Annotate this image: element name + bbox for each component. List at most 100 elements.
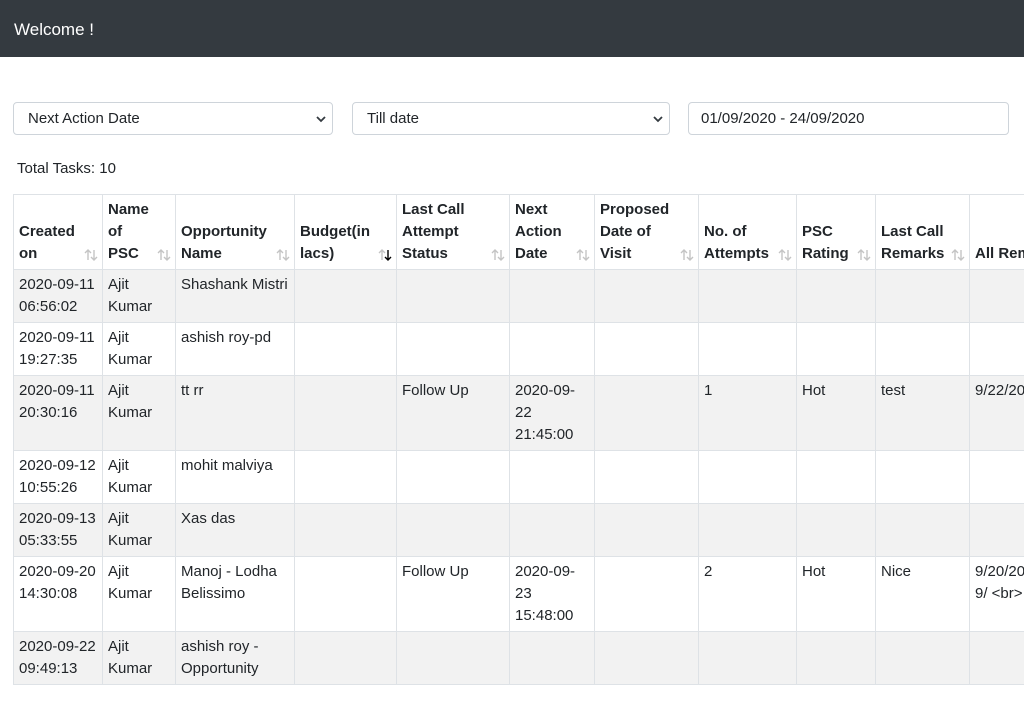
column-header[interactable]: Opportunity Name xyxy=(175,194,295,270)
tasks-table: Created on Name of PSC Opportunity Name Bud… xyxy=(13,194,1024,685)
column-header[interactable]: Next Action Date xyxy=(509,194,595,270)
cell: Follow Up xyxy=(396,556,510,632)
cell xyxy=(969,450,1024,504)
cell: 2020-09-11 20:30:16 xyxy=(13,375,103,451)
cell: Hot xyxy=(796,556,876,632)
cell: ashish roy-pd xyxy=(175,322,295,376)
column-title: All Rem xyxy=(975,245,1024,262)
task-row[interactable]: 2020-09-13 05:33:55 Ajit Kumar Xas das xyxy=(13,503,1024,557)
cell xyxy=(875,450,970,504)
column-title: Proposed Date of Visit xyxy=(600,201,670,262)
cell: 9/20/20 <br> 9/ <br> xyxy=(969,556,1024,632)
cell: 2020-09-23 15:48:00 xyxy=(509,556,595,632)
column-header[interactable]: Proposed Date of Visit xyxy=(594,194,699,270)
column-header[interactable]: PSC Rating xyxy=(796,194,876,270)
cell: 2020-09-13 05:33:55 xyxy=(13,503,103,557)
select-value: Next Action Date xyxy=(28,110,140,127)
column-title: Created on xyxy=(19,223,75,262)
cell xyxy=(594,503,699,557)
cell: Manoj - Lodha Belissimo xyxy=(175,556,295,632)
cell xyxy=(796,631,876,685)
cell: Ajit Kumar xyxy=(102,269,176,323)
task-row[interactable]: 2020-09-22 09:49:13 Ajit Kumar ashish roy … xyxy=(13,631,1024,685)
date-field-select[interactable]: Next Action Date xyxy=(13,102,333,135)
cell: Ajit Kumar xyxy=(102,322,176,376)
column-header[interactable]: Last Call Attempt Status xyxy=(396,194,510,270)
column-title: Last Call Remarks xyxy=(881,223,945,262)
cell xyxy=(396,322,510,376)
cell xyxy=(796,322,876,376)
cell: ashish roy - Opportunity xyxy=(175,631,295,685)
cell: 2020-09-11 06:56:02 xyxy=(13,269,103,323)
cell xyxy=(594,556,699,632)
cell xyxy=(796,450,876,504)
cell xyxy=(594,450,699,504)
cell xyxy=(875,631,970,685)
cell xyxy=(294,450,397,504)
cell xyxy=(698,450,797,504)
sort-icon[interactable] xyxy=(378,249,392,261)
column-header[interactable]: All Rem xyxy=(969,194,1024,270)
top-bar: Welcome ! xyxy=(0,0,1024,57)
chevron xyxy=(316,116,326,123)
cell xyxy=(969,503,1024,557)
cell xyxy=(294,503,397,557)
column-header[interactable]: Last Call Remarks xyxy=(875,194,970,270)
chevron xyxy=(653,116,663,123)
sort-icon[interactable] xyxy=(778,249,792,261)
cell: Ajit Kumar xyxy=(102,450,176,504)
column-title: Budget(in lacs) xyxy=(300,223,370,262)
cell xyxy=(396,450,510,504)
total-tasks: Total Tasks: 10 xyxy=(17,160,116,177)
cell xyxy=(509,503,595,557)
cell: Ajit Kumar xyxy=(102,631,176,685)
sort-icon[interactable] xyxy=(491,249,505,261)
column-title: Opportunity Name xyxy=(181,223,267,262)
date-range-input[interactable]: 01/09/2020 - 24/09/2020 xyxy=(688,102,1009,135)
column-header[interactable]: Budget(in lacs) xyxy=(294,194,397,270)
cell xyxy=(698,503,797,557)
cell xyxy=(594,322,699,376)
cell: Hot xyxy=(796,375,876,451)
input-value: 01/09/2020 - 24/09/2020 xyxy=(701,110,865,127)
task-row[interactable]: 2020-09-11 06:56:02 Ajit Kumar Shashank Mi… xyxy=(13,269,1024,323)
cell xyxy=(294,269,397,323)
cell xyxy=(509,450,595,504)
cell xyxy=(396,503,510,557)
column-header[interactable]: Name of PSC xyxy=(102,194,176,270)
cell: 2020-09-22 21:45:00 xyxy=(509,375,595,451)
cell xyxy=(875,269,970,323)
sort-icon[interactable] xyxy=(951,249,965,261)
table-body: 2020-09-11 06:56:02 Ajit Kumar Shashank Mi… xyxy=(13,269,1024,685)
header-row: Created on Name of PSC Opportunity Name Bud… xyxy=(13,194,1024,270)
sort-icon[interactable] xyxy=(680,249,694,261)
task-row[interactable]: 2020-09-11 19:27:35 Ajit Kumar ashish roy-… xyxy=(13,322,1024,376)
cell xyxy=(594,269,699,323)
cell: 2020-09-22 09:49:13 xyxy=(13,631,103,685)
cell: Shashank Mistri xyxy=(175,269,295,323)
sort-icon[interactable] xyxy=(84,249,98,261)
task-row[interactable]: 2020-09-20 14:30:08 Ajit Kumar Manoj - Lod… xyxy=(13,556,1024,632)
cell xyxy=(875,503,970,557)
sort-icon[interactable] xyxy=(157,249,171,261)
column-header[interactable]: Created on xyxy=(13,194,103,270)
sort-icon[interactable] xyxy=(857,249,871,261)
column-header[interactable]: No. of Attempts xyxy=(698,194,797,270)
cell xyxy=(509,322,595,376)
cell xyxy=(969,322,1024,376)
sort-icon[interactable] xyxy=(276,249,290,261)
column-title: Last Call Attempt Status xyxy=(402,201,465,262)
cell xyxy=(796,269,876,323)
period-select[interactable]: Till date xyxy=(352,102,670,135)
cell: test xyxy=(875,375,970,451)
cell xyxy=(396,269,510,323)
column-title: PSC Rating xyxy=(802,223,849,262)
task-row[interactable]: 2020-09-11 20:30:16 Ajit Kumar tt rr Follow… xyxy=(13,375,1024,451)
cell xyxy=(594,375,699,451)
cell: Xas das xyxy=(175,503,295,557)
task-row[interactable]: 2020-09-12 10:55:26 Ajit Kumar mohit malvi… xyxy=(13,450,1024,504)
sort-icon[interactable] xyxy=(576,249,590,261)
cell: 2020-09-20 14:30:08 xyxy=(13,556,103,632)
cell: 2020-09-11 19:27:35 xyxy=(13,322,103,376)
cell: Ajit Kumar xyxy=(102,503,176,557)
